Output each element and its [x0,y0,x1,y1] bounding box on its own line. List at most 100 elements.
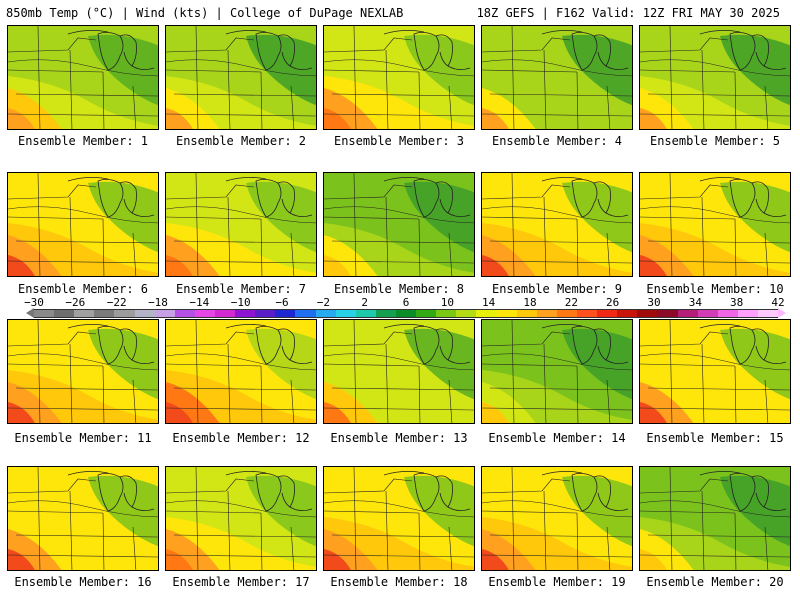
colorbar-swatch [355,310,376,317]
colorbar-swatch [255,310,276,317]
ensemble-member-label: Ensemble Member: 16 [14,575,152,589]
colorbar-tick-label: 22 [564,296,578,309]
colorbar-swatch [214,310,236,317]
ensemble-member-label: Ensemble Member: 3 [333,134,465,148]
colorbar-tick-label: 6 [402,296,410,309]
ensemble-member-map [165,25,317,130]
ensemble-member-map [481,319,633,424]
colorbar-tick-label: −10 [230,296,251,309]
colorbar-swatch [74,310,95,317]
ensemble-member-map [639,25,791,130]
ensemble-member-map [323,319,475,424]
ensemble-member-label: Ensemble Member: 20 [646,575,784,589]
colorbar-swatch [154,310,175,317]
colorbar-tick-label: −30 [24,296,44,309]
colorbar-swatch [436,310,457,317]
colorbar-right-arrow [778,308,786,318]
colorbar-swatch [717,310,738,317]
colorbar-swatch [375,310,396,317]
ensemble-member-map [7,172,159,277]
colorbar-swatch [657,310,678,317]
colorbar-swatch [416,310,437,317]
ensemble-member-label: Ensemble Member: 18 [330,575,468,589]
colorbar-swatch [235,310,256,317]
colorbar-tick-label: −18 [148,296,168,309]
colorbar-tick-label: 34 [688,296,702,309]
colorbar-swatch [677,310,698,317]
colorbar-swatch [637,310,658,317]
colorbar-tick-label: 42 [771,296,785,309]
colorbar-tick-label: −6 [275,296,289,309]
colorbar-swatch [697,310,718,317]
ensemble-member-label: Ensemble Member: 12 [172,431,310,445]
colorbar-swatch [617,310,638,317]
colorbar-tick-label: −2 [316,296,330,309]
ensemble-member-label: Ensemble Member: 5 [649,134,781,148]
colorbar-swatches [34,309,779,318]
ensemble-member-map [639,466,791,571]
colorbar-tick-label: 30 [647,296,661,309]
colorbar-swatch [174,310,195,317]
ensemble-member-label: Ensemble Member: 13 [330,431,468,445]
colorbar-tick-label: 2 [361,296,368,309]
colorbar-swatch [34,310,55,317]
colorbar-left-arrow [26,308,34,318]
ensemble-member-label: Ensemble Member: 1 [17,134,149,148]
colorbar-tick-label: 26 [606,296,620,309]
colorbar-swatch [94,310,115,317]
ensemble-member-label: Ensemble Member: 11 [14,431,152,445]
ensemble-member-map [165,172,317,277]
ensemble-member-map [481,172,633,277]
colorbar-tick-label: −22 [106,296,127,309]
ensemble-member-map [7,319,159,424]
colorbar-swatch [597,310,618,317]
ensemble-member-map [639,172,791,277]
ensemble-member-map [323,25,475,130]
colorbar-swatch [315,310,336,317]
colorbar-tick-label: 10 [440,296,454,309]
ensemble-member-map [323,172,475,277]
ensemble-member-map [481,466,633,571]
ensemble-member-label: Ensemble Member: 7 [175,282,307,296]
colorbar-swatch [576,310,598,317]
ensemble-member-label: Ensemble Member: 10 [646,282,784,296]
colorbar-swatch [757,310,779,317]
colorbar-tick-label: 14 [482,296,496,309]
colorbar-swatch [456,310,477,317]
ensemble-member-map [165,466,317,571]
ensemble-member-label: Ensemble Member: 9 [491,282,623,296]
chart-title: 850mb Temp (°C) | Wind (kts) | College o… [6,6,404,20]
temperature-colorbar: −30 −26 −22 −18 −14 −10 −6 −2 2 6 10 14 18 22 26 30 34 38… [14,296,786,320]
run-info: 18Z GEFS | F162 Valid: 12Z FRI MAY 30 20… [476,6,780,20]
colorbar-swatch [114,310,135,317]
ensemble-member-label: Ensemble Member: 15 [646,431,784,445]
colorbar-swatch [295,310,316,317]
ensemble-member-label: Ensemble Member: 8 [333,282,465,296]
colorbar-tick-label: 38 [730,296,744,309]
colorbar-tick-label: 18 [523,296,537,309]
ensemble-member-label: Ensemble Member: 6 [17,282,149,296]
colorbar-swatch [395,310,417,317]
ensemble-member-map [7,25,159,130]
ensemble-member-label: Ensemble Member: 17 [172,575,310,589]
colorbar-swatch [516,310,537,317]
colorbar-tick-label: −14 [189,296,210,309]
ensemble-member-label: Ensemble Member: 2 [175,134,307,148]
colorbar-swatch [54,310,75,317]
ensemble-member-label: Ensemble Member: 14 [488,431,626,445]
ensemble-member-map [639,319,791,424]
ensemble-member-map [323,466,475,571]
ensemble-member-map [7,466,159,571]
colorbar-swatch [275,310,296,317]
colorbar-swatch [194,310,215,317]
colorbar-swatch [556,310,577,317]
colorbar-swatch [134,310,155,317]
colorbar-swatch [536,310,557,317]
colorbar-swatch [496,310,517,317]
colorbar-swatch [476,310,497,317]
colorbar-swatch [335,310,356,317]
ensemble-member-label: Ensemble Member: 4 [491,134,623,148]
colorbar-tick-label: −26 [65,296,86,309]
ensemble-member-map [481,25,633,130]
ensemble-member-map [165,319,317,424]
